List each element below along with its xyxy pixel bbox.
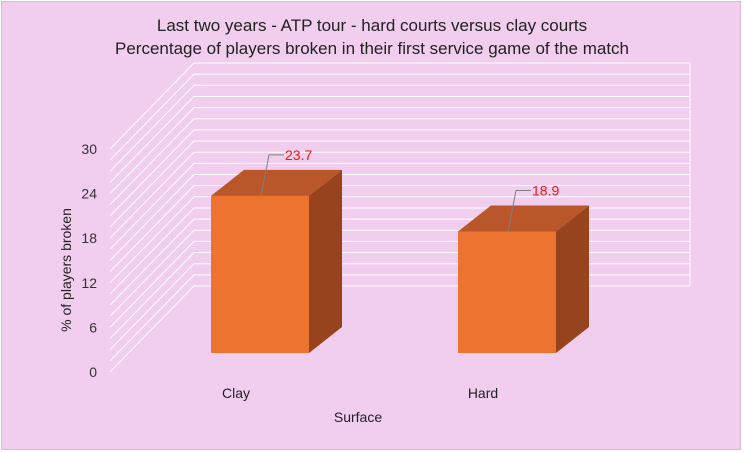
- y-axis-ticks: 0 6 12 18 24 30: [81, 141, 97, 380]
- data-label-leader: [260, 154, 284, 196]
- gridline-diagonal: [109, 73, 195, 161]
- gridline-diagonal: [109, 229, 195, 317]
- data-label: 18.9: [532, 183, 559, 199]
- gridline-diagonal: [109, 84, 195, 172]
- bars: [211, 169, 589, 353]
- gridline-diagonal: [109, 107, 195, 194]
- x-axis-title: Surface: [334, 409, 382, 425]
- gridline-diagonal: [109, 241, 195, 328]
- gridline-diagonal: [109, 140, 195, 228]
- x-tick-label: Hard: [468, 385, 498, 401]
- gridline-diagonal: [109, 96, 195, 183]
- bar-front-face: [211, 195, 309, 353]
- gridline-diagonal: [109, 207, 195, 295]
- gridline-diagonal: [109, 263, 195, 351]
- bar-hard: [458, 205, 589, 353]
- bar-side-face: [556, 205, 589, 353]
- bar-top-face: [458, 205, 589, 232]
- bar-clay: [211, 169, 342, 353]
- x-tick-label: Clay: [222, 385, 250, 401]
- gridline-diagonal: [109, 218, 195, 306]
- bar-front-face: [458, 231, 556, 353]
- gridline-diagonal: [109, 151, 195, 239]
- gridline-diagonal: [109, 285, 195, 373]
- y-tick-label: 6: [89, 319, 97, 335]
- gridline-diagonal: [109, 174, 195, 261]
- y-tick-label: 0: [89, 364, 97, 380]
- gridline-diagonal: [109, 129, 195, 217]
- gridline-diagonal: [109, 274, 195, 362]
- chart-title: Last two years - ATP tour - hard courts …: [156, 16, 588, 35]
- gridline-diagonal: [109, 118, 195, 206]
- data-labels: Clay 23.7 Hard 18.9: [222, 147, 559, 401]
- gridline-diagonal: [109, 252, 195, 339]
- data-label: 23.7: [285, 147, 312, 163]
- gridlines: [109, 62, 691, 373]
- bar-side-face: [309, 169, 342, 353]
- y-tick-label: 12: [81, 275, 97, 291]
- y-tick-label: 30: [81, 141, 97, 157]
- gridline-diagonal: [109, 163, 195, 250]
- y-tick-label: 18: [81, 230, 97, 246]
- data-label-leader: [507, 190, 531, 232]
- y-axis-title: % of players broken: [58, 208, 74, 332]
- bar-top-face: [211, 169, 342, 196]
- gridline-diagonal: [109, 196, 195, 284]
- chart-subtitle: Percentage of players broken in their fi…: [114, 39, 630, 58]
- y-tick-label: 24: [81, 186, 97, 202]
- gridline-diagonal: [109, 185, 195, 272]
- gridline-diagonal: [109, 62, 195, 150]
